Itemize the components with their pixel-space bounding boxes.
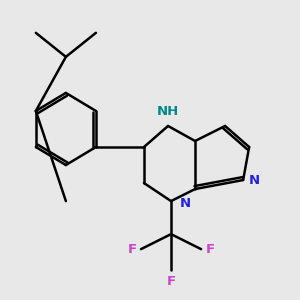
Text: N: N [249, 173, 260, 187]
Text: F: F [167, 275, 176, 288]
Text: F: F [206, 243, 215, 256]
Text: N: N [179, 196, 191, 210]
Text: F: F [128, 243, 136, 256]
Text: NH: NH [157, 105, 179, 118]
